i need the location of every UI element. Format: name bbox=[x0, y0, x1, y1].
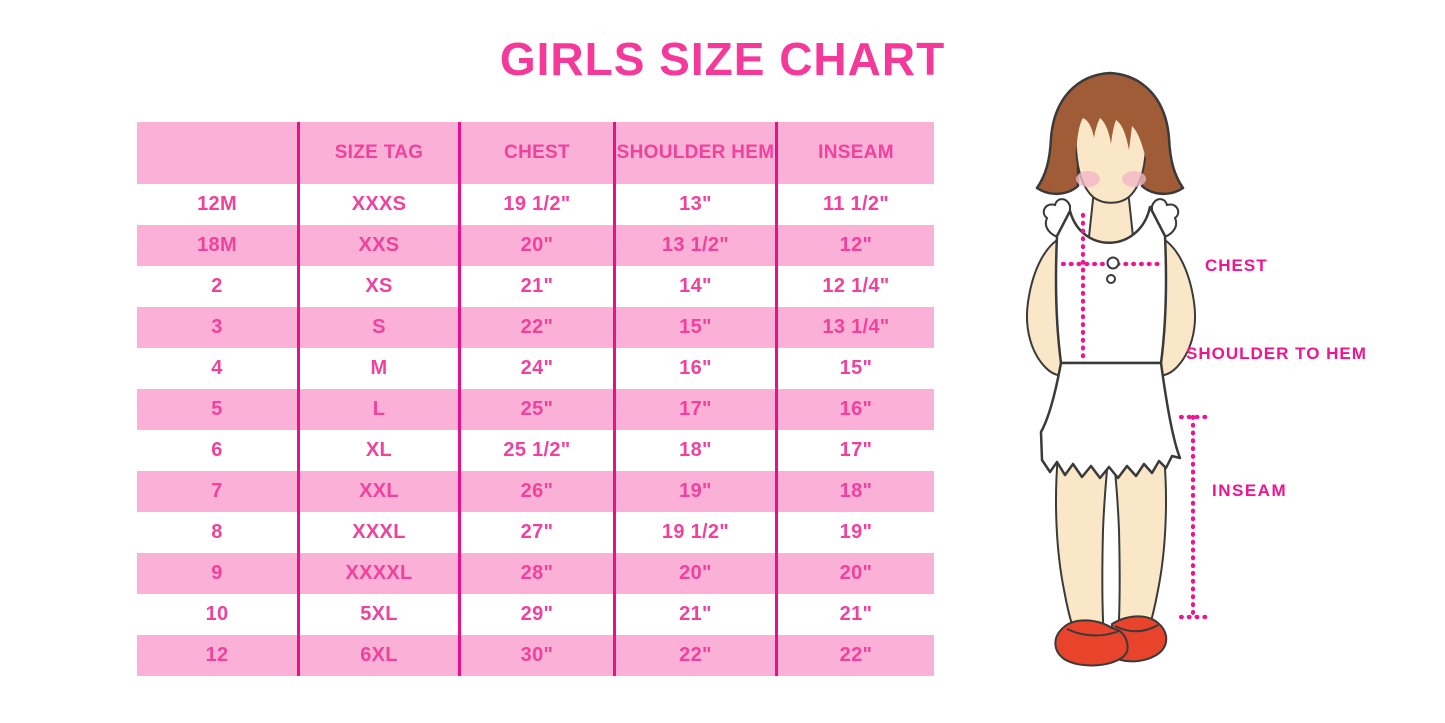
column-header: CHEST bbox=[458, 122, 613, 184]
table-cell: XS bbox=[297, 266, 458, 307]
table-cell: 22" bbox=[613, 635, 775, 676]
table-cell: 16" bbox=[775, 389, 934, 430]
table-cell: 14" bbox=[613, 266, 775, 307]
table-cell: 12 1/4" bbox=[775, 266, 934, 307]
table-cell: 25 1/2" bbox=[458, 430, 613, 471]
table-cell: 18" bbox=[775, 471, 934, 512]
table-cell: 19" bbox=[775, 512, 934, 553]
table-cell: 8 bbox=[211, 521, 223, 543]
table-cell: 17" bbox=[775, 430, 934, 471]
table-cell: XXS bbox=[297, 225, 458, 266]
column-header: INSEAM bbox=[775, 122, 934, 184]
table-cell: 12M bbox=[197, 193, 237, 215]
table-cell: 19 1/2" bbox=[613, 512, 775, 553]
table-cell: 2 bbox=[211, 275, 223, 297]
dress-button-bottom bbox=[1106, 274, 1116, 284]
right-shoe-strap bbox=[1114, 624, 1159, 633]
table-cell: 27" bbox=[458, 512, 613, 553]
table-cell: 19 1/2" bbox=[458, 184, 613, 225]
table-cell: 21" bbox=[613, 594, 775, 635]
table-cell: 24" bbox=[458, 348, 613, 389]
table-cell: 21" bbox=[775, 594, 934, 635]
table-cell: 13" bbox=[613, 184, 775, 225]
right-leg bbox=[1112, 453, 1167, 639]
table-cell: M bbox=[297, 348, 458, 389]
table-cell: 21" bbox=[458, 266, 613, 307]
table-cell: XXXXL bbox=[297, 553, 458, 594]
dress-skirt bbox=[1039, 361, 1182, 480]
column-header: SIZE TAG bbox=[297, 122, 458, 184]
inseam-label: INSEAM bbox=[1212, 481, 1288, 500]
table-cell: 20" bbox=[775, 553, 934, 594]
table-cell: 19" bbox=[613, 471, 775, 512]
dress-button-top bbox=[1106, 256, 1120, 270]
table-cell: 13 1/2" bbox=[613, 225, 775, 266]
table-cell: 5XL bbox=[297, 594, 458, 635]
page-title: GIRLS SIZE CHART bbox=[499, 33, 946, 85]
girl-figure-illustration bbox=[1026, 71, 1210, 667]
table-cell: 20" bbox=[458, 225, 613, 266]
table-cell: 29" bbox=[458, 594, 613, 635]
table-cell: 26" bbox=[458, 471, 613, 512]
table-cell: 7 bbox=[137, 471, 297, 512]
measurement-figure: CHEST SHOULDER TO HEM INSEAM bbox=[1000, 60, 1445, 710]
table-cell: XXXL bbox=[297, 512, 458, 553]
column-header-blank bbox=[137, 122, 297, 184]
table-cell: 9 bbox=[137, 553, 297, 594]
table-cell: 18M bbox=[137, 225, 297, 266]
left-leg bbox=[1055, 453, 1110, 639]
column-header: SHOULDER HEM bbox=[613, 122, 775, 184]
table-cell: 15" bbox=[613, 307, 775, 348]
table-cell: 10 bbox=[205, 603, 229, 625]
table-cell: 16" bbox=[613, 348, 775, 389]
size-chart-table: SIZE TAG CHEST SHOULDER HEM INSEAM 12M XXXS 19… bbox=[137, 122, 934, 676]
table-cell: 25" bbox=[458, 389, 613, 430]
table-cell: 22" bbox=[775, 635, 934, 676]
table-cell: XXL bbox=[297, 471, 458, 512]
table-cell: 5 bbox=[137, 389, 297, 430]
table-cell: XXXS bbox=[297, 184, 458, 225]
table-cell: 15" bbox=[775, 348, 934, 389]
table-cell: L bbox=[297, 389, 458, 430]
table-cell: 18" bbox=[613, 430, 775, 471]
table-cell: XL bbox=[297, 430, 458, 471]
table-cell: 28" bbox=[458, 553, 613, 594]
right-blush bbox=[1122, 171, 1146, 187]
table-cell: 6XL bbox=[297, 635, 458, 676]
table-cell: 3 bbox=[137, 307, 297, 348]
left-shoe-strap bbox=[1066, 628, 1120, 637]
shoulder-to-hem-label: SHOULDER TO HEM bbox=[1186, 344, 1367, 363]
table-cell: 6 bbox=[211, 439, 223, 461]
table-cell: 22" bbox=[458, 307, 613, 348]
table-cell: S bbox=[297, 307, 458, 348]
table-cell: 30" bbox=[458, 635, 613, 676]
table-cell: 20" bbox=[613, 553, 775, 594]
left-blush bbox=[1076, 171, 1100, 187]
table-cell: 12 bbox=[137, 635, 297, 676]
hair-bangs bbox=[1072, 106, 1148, 168]
table-cell: 11 1/2" bbox=[775, 184, 934, 225]
chest-label: CHEST bbox=[1205, 256, 1268, 275]
table-cell: 12" bbox=[775, 225, 934, 266]
table-cell: 4 bbox=[211, 357, 223, 379]
table-cell: 17" bbox=[613, 389, 775, 430]
table-cell: 13 1/4" bbox=[775, 307, 934, 348]
